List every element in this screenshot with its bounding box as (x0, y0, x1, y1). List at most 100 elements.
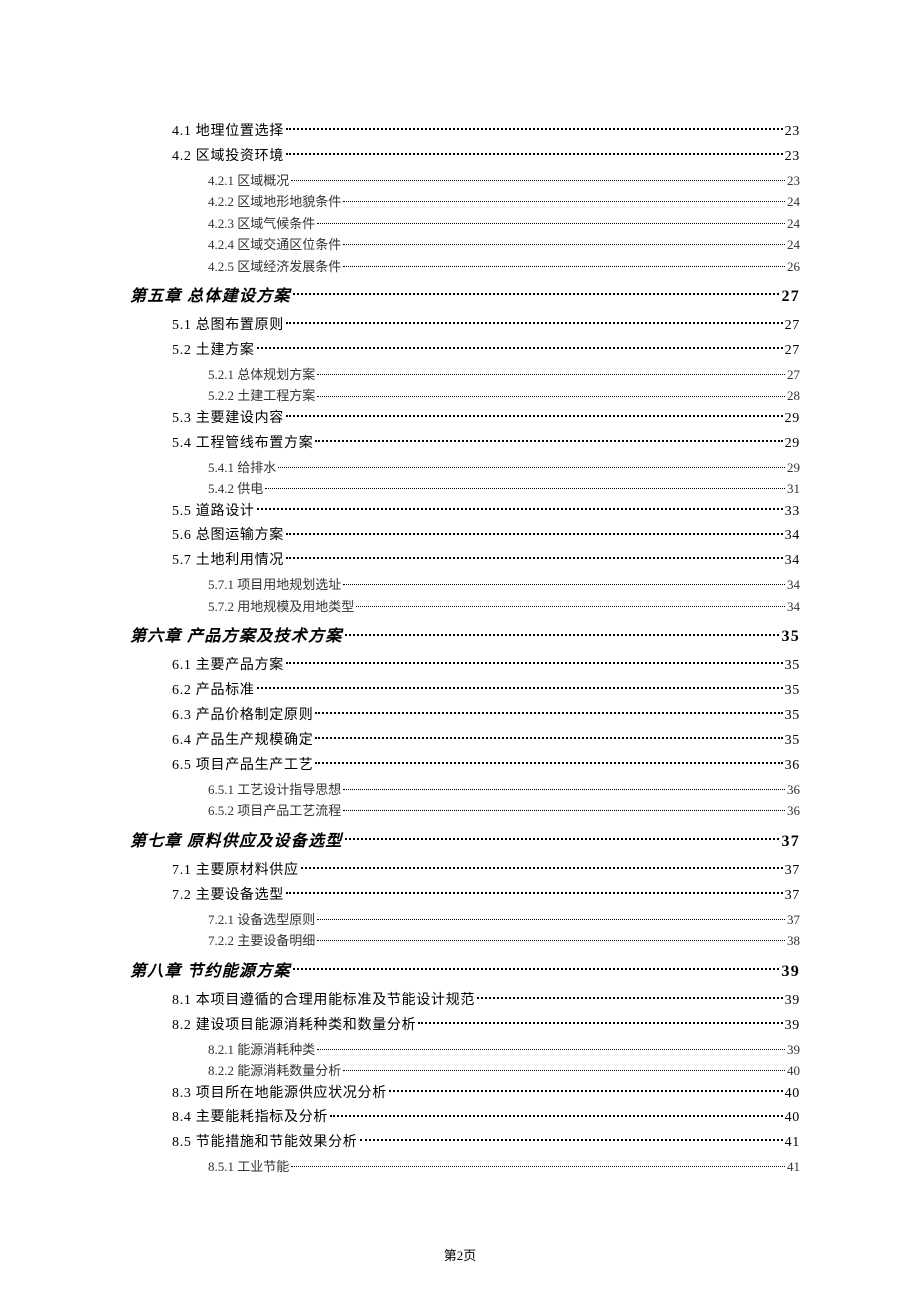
toc-page-number: 26 (787, 256, 800, 277)
toc-label: 8.2 建设项目能源消耗种类和数量分析 (172, 1014, 416, 1039)
toc-label: 6.4 产品生产规模确定 (172, 729, 313, 754)
toc-entry: 8.2 建设项目能源消耗种类和数量分析39 (130, 1014, 800, 1039)
toc-entry: 4.2 区域投资环境23 (130, 145, 800, 170)
toc-entry: 第八章 节约能源方案 39 (130, 958, 800, 985)
toc-leader-dots (257, 680, 783, 694)
toc-label: 8.1 本项目遵循的合理用能标准及节能设计规范 (172, 989, 475, 1014)
toc-leader-dots (291, 172, 785, 185)
toc-label: 8.2.1 能源消耗种类 (208, 1039, 315, 1060)
toc-leader-dots (315, 705, 782, 719)
toc-entry: 8.1 本项目遵循的合理用能标准及节能设计规范 39 (130, 989, 800, 1014)
toc-leader-dots (343, 236, 785, 249)
toc-label: 第六章 产品方案及技术方案 (130, 623, 343, 650)
toc-page-number: 29 (785, 407, 800, 432)
toc-label: 6.5.2 项目产品工艺流程 (208, 800, 341, 821)
page-footer: 第2页 (0, 1245, 920, 1264)
toc-label: 8.4 主要能耗指标及分析 (172, 1106, 328, 1131)
toc-label: 6.1 主要产品方案 (172, 654, 284, 679)
toc-page-number: 36 (787, 779, 800, 800)
toc-page-number: 39 (787, 1039, 800, 1060)
toc-entry: 5.2.1 总体规划方案27 (130, 364, 800, 385)
toc-page-number: 23 (785, 120, 800, 145)
toc-label: 6.5.1 工艺设计指导思想 (208, 779, 341, 800)
toc-label: 5.1 总图布置原则 (172, 314, 284, 339)
toc-page-number: 27 (781, 283, 800, 310)
toc-label: 4.2.3 区域气候条件 (208, 213, 315, 234)
toc-leader-dots (286, 525, 783, 539)
toc-label: 7.2 主要设备选型 (172, 884, 284, 909)
toc-entry: 5.7.1 项目用地规划选址34 (130, 574, 800, 595)
toc-label: 第八章 节约能源方案 (130, 958, 291, 985)
toc-page-number: 36 (785, 754, 800, 779)
toc-entry: 6.2 产品标准35 (130, 679, 800, 704)
toc-label: 6.3 产品价格制定原则 (172, 704, 313, 729)
toc-page-number: 23 (785, 145, 800, 170)
toc-leader-dots (265, 480, 785, 493)
toc-label: 5.2 土建方案 (172, 339, 255, 364)
toc-page-number: 37 (787, 909, 800, 930)
toc-label: 5.7 土地利用情况 (172, 549, 284, 574)
toc-leader-dots (477, 990, 782, 1004)
toc-label: 4.2.4 区域交通区位条件 (208, 234, 341, 255)
toc-leader-dots (301, 860, 783, 874)
toc-page-number: 40 (787, 1060, 800, 1081)
toc-leader-dots (286, 550, 783, 564)
toc-entry: 7.1 主要原材料供应 37 (130, 859, 800, 884)
toc-entry: 8.5.1 工业节能41 (130, 1156, 800, 1177)
toc-entry: 第六章 产品方案及技术方案35 (130, 623, 800, 650)
toc-page-number: 37 (781, 828, 800, 855)
toc-leader-dots (286, 655, 783, 669)
toc-page-number: 37 (785, 884, 800, 909)
toc-label: 4.2.5 区域经济发展条件 (208, 256, 341, 277)
toc-entry: 5.2 土建方案27 (130, 339, 800, 364)
toc-page-number: 23 (787, 170, 800, 191)
toc-label: 7.1 主要原材料供应 (172, 859, 299, 884)
toc-page-number: 39 (781, 958, 800, 985)
toc-label: 7.2.2 主要设备明细 (208, 930, 315, 951)
toc-page-number: 35 (785, 704, 800, 729)
toc-page-number: 34 (785, 549, 800, 574)
toc-leader-dots (317, 366, 785, 379)
toc-page-number: 24 (787, 191, 800, 212)
toc-entry: 5.7.2 用地规模及用地类型34 (130, 596, 800, 617)
toc-entry: 8.2.1 能源消耗种类 39 (130, 1039, 800, 1060)
toc-entry: 4.2.4 区域交通区位条件24 (130, 234, 800, 255)
toc-label: 5.3 主要建设内容 (172, 407, 284, 432)
toc-container: 4.1 地理位置选择234.2 区域投资环境234.2.1 区域概况234.2.… (130, 120, 800, 1178)
toc-leader-dots (293, 285, 780, 301)
toc-leader-dots (317, 932, 785, 945)
toc-label: 5.4.1 给排水 (208, 457, 276, 478)
toc-entry: 7.2.1 设备选型原则 37 (130, 909, 800, 930)
toc-leader-dots (286, 408, 783, 422)
toc-label: 8.3 项目所在地能源供应状况分析 (172, 1082, 387, 1107)
toc-page-number: 34 (787, 574, 800, 595)
toc-entry: 6.4 产品生产规模确定35 (130, 729, 800, 754)
toc-leader-dots (360, 1132, 783, 1146)
toc-label: 5.2.1 总体规划方案 (208, 364, 315, 385)
toc-entry: 8.5 节能措施和节能效果分析41 (130, 1131, 800, 1156)
toc-entry: 5.4 工程管线布置方案29 (130, 432, 800, 457)
toc-entry: 5.4.1 给排水29 (130, 457, 800, 478)
toc-entry: 7.2.2 主要设备明细 38 (130, 930, 800, 951)
toc-leader-dots (291, 1158, 785, 1171)
toc-entry: 第五章 总体建设方案27 (130, 283, 800, 310)
toc-leader-dots (317, 911, 785, 924)
toc-label: 7.2.1 设备选型原则 (208, 909, 315, 930)
toc-entry: 4.2.3 区域气候条件24 (130, 213, 800, 234)
toc-entry: 5.3 主要建设内容 29 (130, 407, 800, 432)
toc-leader-dots (330, 1107, 782, 1121)
toc-entry: 5.5 道路设计33 (130, 500, 800, 525)
toc-entry: 5.1 总图布置原则27 (130, 314, 800, 339)
toc-leader-dots (343, 802, 785, 815)
toc-entry: 5.2.2 土建工程方案28 (130, 385, 800, 406)
toc-entry: 第七章 原料供应及设备选型37 (130, 828, 800, 855)
toc-page-number: 38 (787, 930, 800, 951)
toc-leader-dots (345, 625, 780, 641)
toc-page-number: 39 (785, 989, 800, 1014)
toc-label: 5.2.2 土建工程方案 (208, 385, 315, 406)
toc-page-number: 37 (785, 859, 800, 884)
toc-leader-dots (343, 781, 785, 794)
toc-entry: 8.3 项目所在地能源供应状况分析40 (130, 1082, 800, 1107)
toc-label: 5.6 总图运输方案 (172, 524, 284, 549)
toc-label: 8.5.1 工业节能 (208, 1156, 289, 1177)
